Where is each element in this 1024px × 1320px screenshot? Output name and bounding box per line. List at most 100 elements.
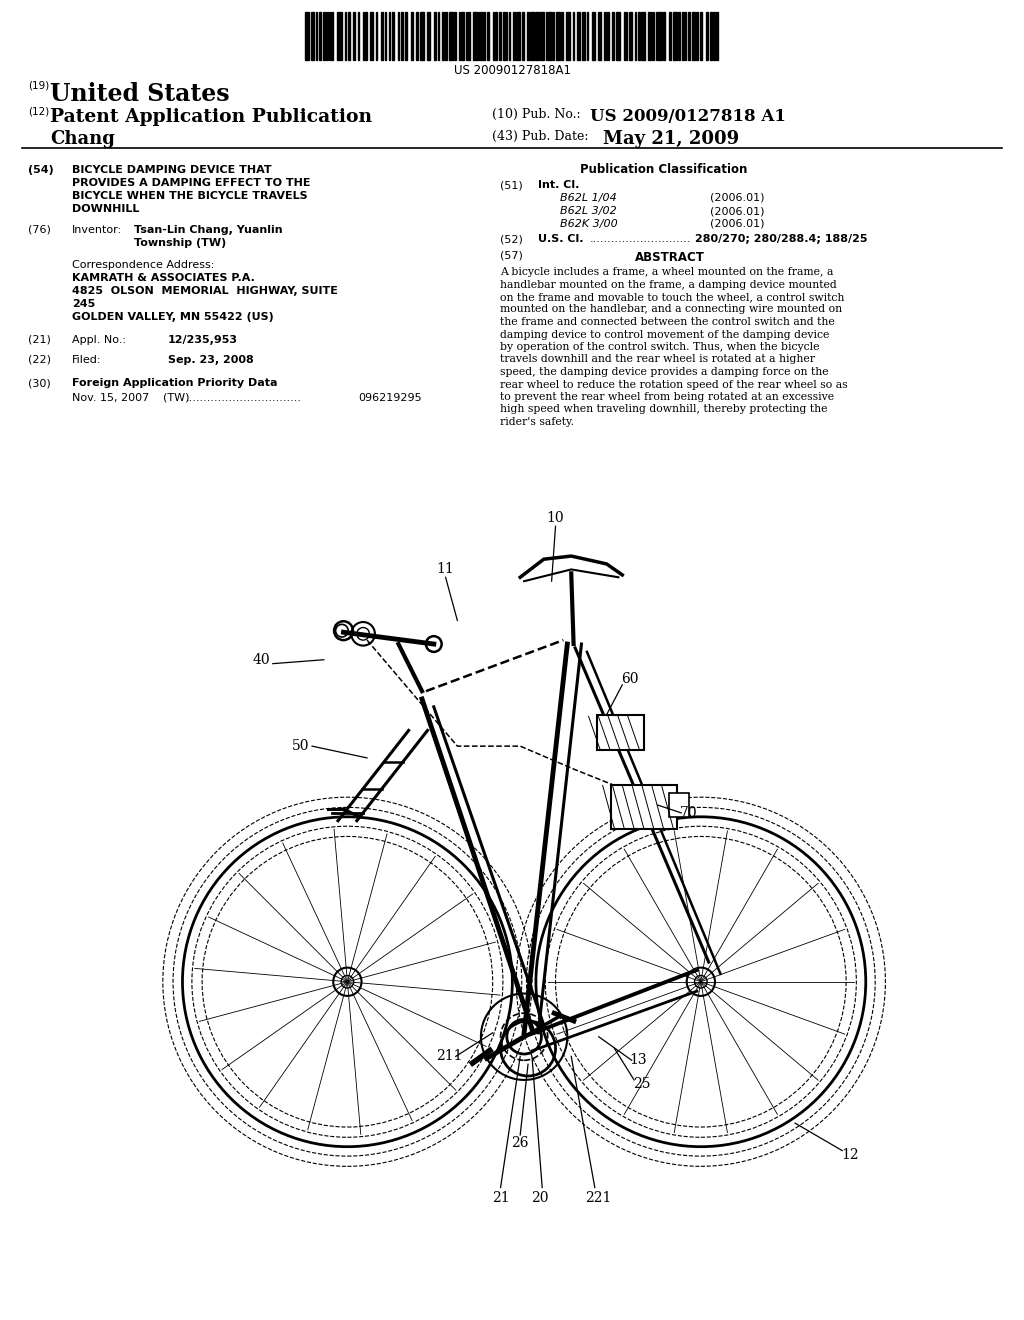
Bar <box>663 12 665 59</box>
Text: 20: 20 <box>531 1191 549 1205</box>
Text: Chang: Chang <box>50 129 115 148</box>
Text: 25: 25 <box>633 1077 650 1090</box>
Text: 60: 60 <box>622 672 639 686</box>
Bar <box>401 12 403 59</box>
Text: (22): (22) <box>28 355 51 366</box>
Bar <box>468 12 470 59</box>
Text: Appl. No.:: Appl. No.: <box>72 335 126 345</box>
Bar <box>561 12 563 59</box>
Text: 26: 26 <box>511 1135 529 1150</box>
Bar <box>449 12 453 59</box>
Bar <box>503 12 505 59</box>
Bar <box>648 12 650 59</box>
Bar <box>598 12 601 59</box>
Bar <box>499 12 501 59</box>
Bar <box>527 12 529 59</box>
Text: (30): (30) <box>28 378 51 388</box>
Text: 13: 13 <box>629 1053 647 1068</box>
Bar <box>420 12 424 59</box>
Bar <box>411 12 413 59</box>
Text: travels downhill and the rear wheel is rotated at a higher: travels downhill and the rear wheel is r… <box>500 355 815 364</box>
Bar <box>597 714 644 750</box>
Text: speed, the damping device provides a damping force on the: speed, the damping device provides a dam… <box>500 367 828 378</box>
Bar <box>487 12 489 59</box>
Bar <box>582 12 585 59</box>
Text: BICYCLE WHEN THE BICYCLE TRAVELS: BICYCLE WHEN THE BICYCLE TRAVELS <box>72 191 307 201</box>
Bar <box>392 12 394 59</box>
Bar <box>716 12 718 59</box>
Bar <box>483 12 485 59</box>
Bar <box>416 12 418 59</box>
Bar <box>434 12 436 59</box>
Text: (21): (21) <box>28 335 51 345</box>
Text: 50: 50 <box>292 739 309 754</box>
Bar <box>516 12 520 59</box>
Text: 70: 70 <box>680 807 698 820</box>
Text: ............................: ............................ <box>590 234 691 244</box>
Bar <box>629 12 632 59</box>
Bar <box>556 12 560 59</box>
Bar <box>577 12 580 59</box>
Text: high speed when traveling downhill, thereby protecting the: high speed when traveling downhill, ther… <box>500 404 827 414</box>
Bar <box>337 12 340 59</box>
Text: BICYCLE DAMPING DEVICE THAT: BICYCLE DAMPING DEVICE THAT <box>72 165 271 176</box>
Text: (76): (76) <box>28 224 58 235</box>
Text: 280/270; 280/288.4; 188/25: 280/270; 280/288.4; 188/25 <box>695 234 867 244</box>
Bar <box>700 12 702 59</box>
Bar <box>566 12 570 59</box>
Bar <box>445 12 447 59</box>
Text: mounted on the handlebar, and a connecting wire mounted on: mounted on the handlebar, and a connecti… <box>500 305 842 314</box>
Text: 245: 245 <box>72 300 95 309</box>
Bar <box>669 12 671 59</box>
Bar <box>406 12 407 59</box>
Text: 221: 221 <box>586 1191 612 1205</box>
Text: B62L 1/04: B62L 1/04 <box>560 193 616 203</box>
Text: Nov. 15, 2007: Nov. 15, 2007 <box>72 393 150 403</box>
Text: (43) Pub. Date:: (43) Pub. Date: <box>492 129 589 143</box>
Text: A bicycle includes a frame, a wheel mounted on the frame, a: A bicycle includes a frame, a wheel moun… <box>500 267 834 277</box>
Text: (19): (19) <box>28 81 49 90</box>
Text: Patent Application Publication: Patent Application Publication <box>50 108 372 125</box>
Bar <box>305 12 309 59</box>
Text: by operation of the control switch. Thus, when the bicycle: by operation of the control switch. Thus… <box>500 342 819 352</box>
Text: (TW): (TW) <box>163 393 189 403</box>
Text: 096219295: 096219295 <box>358 393 422 403</box>
Text: handlebar mounted on the frame, a damping device mounted: handlebar mounted on the frame, a dampin… <box>500 280 837 289</box>
Text: KAMRATH & ASSOCIATES P.A.: KAMRATH & ASSOCIATES P.A. <box>72 273 255 282</box>
Text: 21: 21 <box>492 1191 509 1205</box>
Text: DOWNHILL: DOWNHILL <box>72 205 139 214</box>
Text: Foreign Application Priority Data: Foreign Application Priority Data <box>72 378 278 388</box>
Text: (10) Pub. No.:: (10) Pub. No.: <box>492 108 581 121</box>
Bar <box>616 12 620 59</box>
Text: (51): (51) <box>500 180 522 190</box>
Bar <box>522 12 524 59</box>
Text: the frame and connected between the control switch and the: the frame and connected between the cont… <box>500 317 835 327</box>
Text: GOLDEN VALLEY, MN 55422 (US): GOLDEN VALLEY, MN 55422 (US) <box>72 312 273 322</box>
Text: May 21, 2009: May 21, 2009 <box>603 129 739 148</box>
Bar <box>688 12 690 59</box>
Bar <box>548 12 552 59</box>
Text: 211: 211 <box>436 1049 463 1064</box>
Text: (54): (54) <box>28 165 61 176</box>
Text: Inventor:: Inventor: <box>72 224 122 235</box>
Bar <box>381 12 383 59</box>
Bar <box>331 12 333 59</box>
Text: US 2009/0127818 A1: US 2009/0127818 A1 <box>590 108 785 125</box>
Text: B62K 3/00: B62K 3/00 <box>560 219 617 228</box>
Bar <box>311 12 314 59</box>
Bar <box>638 12 640 59</box>
Text: 4825  OLSON  MEMORIAL  HIGHWAY, SUITE: 4825 OLSON MEMORIAL HIGHWAY, SUITE <box>72 286 338 296</box>
Bar <box>473 12 477 59</box>
Bar <box>692 12 695 59</box>
Bar <box>658 12 662 59</box>
Text: Filed:: Filed: <box>72 355 101 366</box>
Text: 12: 12 <box>842 1147 859 1162</box>
Bar <box>454 12 456 59</box>
Text: PROVIDES A DAMPING EFFECT TO THE: PROVIDES A DAMPING EFFECT TO THE <box>72 178 310 187</box>
Text: rider's safety.: rider's safety. <box>500 417 574 426</box>
Bar <box>641 12 645 59</box>
Bar <box>678 12 680 59</box>
Text: (52): (52) <box>500 234 523 244</box>
Text: (2006.01): (2006.01) <box>710 193 765 203</box>
Text: rear wheel to reduce the rotation speed of the rear wheel so as: rear wheel to reduce the rotation speed … <box>500 380 848 389</box>
